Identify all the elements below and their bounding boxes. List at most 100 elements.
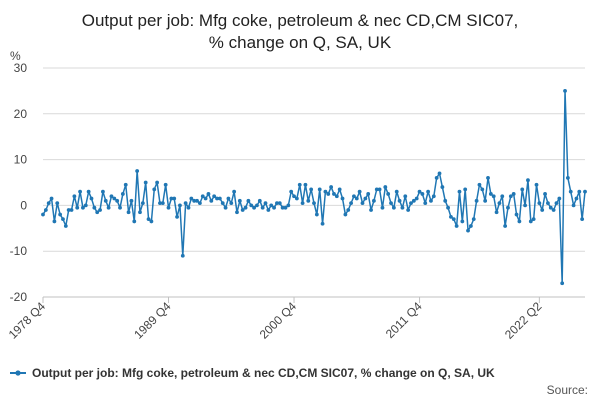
data-point: [548, 205, 553, 210]
source-label: Source:: [547, 383, 588, 397]
data-point: [283, 205, 288, 210]
data-point: [571, 203, 576, 208]
data-point: [203, 196, 208, 201]
y-tick-label: 0: [20, 198, 27, 212]
data-point: [46, 201, 51, 206]
data-point: [568, 189, 573, 194]
data-point: [255, 203, 259, 208]
data-point: [474, 198, 479, 203]
data-point: [277, 201, 282, 206]
data-point: [286, 203, 291, 208]
data-point: [349, 201, 353, 206]
data-point: [275, 201, 279, 206]
data-point: [232, 189, 237, 194]
data-point: [129, 198, 134, 203]
data-point: [460, 219, 465, 224]
data-point: [377, 187, 382, 192]
data-point: [292, 194, 296, 199]
data-point: [497, 201, 502, 206]
data-point: [360, 201, 365, 206]
data-point: [389, 201, 393, 206]
data-point: [166, 205, 171, 210]
data-point: [89, 196, 94, 201]
data-point: [514, 212, 519, 217]
data-point: [443, 198, 448, 203]
data-point: [66, 208, 71, 212]
data-point: [369, 208, 373, 212]
x-axis-ticks: 1978 Q4 1989 Q4 2000 Q4 2011 Q4 2022 Q2: [6, 297, 545, 342]
data-point: [106, 205, 111, 210]
data-point: [220, 201, 225, 206]
data-point: [101, 189, 105, 194]
data-point: [180, 253, 185, 258]
x-tick-label: 1978 Q4: [6, 299, 49, 342]
data-point: [86, 189, 91, 194]
data-point: [317, 187, 322, 192]
data-point: [486, 176, 490, 180]
data-point: [374, 187, 379, 192]
data-point: [229, 201, 234, 206]
chart-title-line-1: Output per job: Mfg coke, petroleum & ne…: [82, 11, 519, 30]
data-point: [565, 176, 570, 180]
data-point: [554, 201, 559, 206]
data-point: [440, 185, 445, 189]
data-point: [466, 228, 470, 233]
data-point: [437, 171, 442, 176]
data-point: [500, 194, 505, 199]
data-point: [237, 198, 242, 203]
data-point: [300, 201, 305, 206]
chart-title-line-2: % change on Q, SA, UK: [209, 33, 392, 52]
data-point: [92, 205, 97, 210]
data-point: [528, 219, 533, 224]
data-point: [400, 205, 405, 210]
data-point: [394, 189, 399, 194]
data-point: [243, 205, 248, 210]
data-point: [155, 180, 160, 185]
data-point: [577, 189, 582, 194]
data-point: [551, 208, 556, 212]
data-point: [235, 210, 239, 215]
data-point: [41, 212, 45, 217]
legend: Output per job: Mfg coke, petroleum & ne…: [10, 366, 495, 380]
data-point: [403, 194, 408, 199]
data-point: [69, 208, 74, 212]
data-point: [326, 192, 331, 196]
y-tick-label: -10: [10, 244, 28, 258]
data-point: [312, 201, 316, 206]
data-point: [457, 189, 462, 194]
data-point: [126, 210, 131, 215]
data-point: [138, 210, 142, 215]
data-point: [420, 192, 425, 196]
data-point: [332, 192, 336, 196]
data-point: [146, 217, 151, 222]
data-point: [43, 208, 48, 212]
data-point: [246, 198, 251, 203]
data-point: [269, 203, 274, 208]
data-point: [78, 189, 82, 194]
data-point: [280, 205, 285, 210]
data-point: [58, 212, 63, 217]
data-point: [580, 217, 585, 222]
data-point: [429, 198, 433, 203]
y-tick-label: 30: [14, 61, 28, 75]
data-point: [272, 205, 276, 210]
data-point: [337, 187, 342, 192]
data-point: [226, 196, 231, 201]
data-point: [169, 196, 174, 201]
data-point: [163, 182, 168, 187]
data-point: [352, 194, 356, 199]
y-tick-label: 20: [14, 107, 28, 121]
data-point: [343, 212, 348, 217]
data-point: [329, 185, 334, 189]
data-point: [503, 224, 508, 228]
x-tick-label: 1989 Q4: [131, 299, 174, 342]
data-point: [366, 192, 371, 196]
data-point: [517, 219, 522, 224]
data-point: [109, 194, 114, 199]
data-point: [289, 189, 294, 194]
data-point: [406, 208, 411, 212]
data-point: [189, 196, 194, 201]
data-point: [563, 89, 567, 93]
data-point: [249, 203, 254, 208]
data-point: [186, 205, 191, 210]
